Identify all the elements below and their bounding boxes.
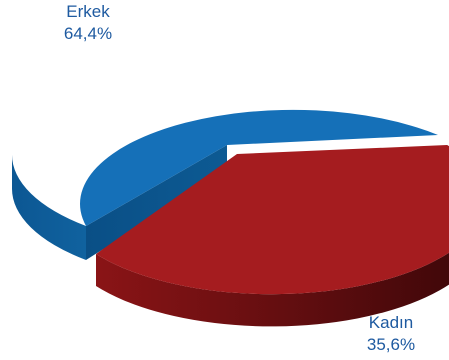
label-kadin-value: 35,6% [367, 335, 415, 354]
label-erkek-value: 64,4% [64, 24, 112, 43]
pie-slice-kadin [96, 145, 449, 327]
pie-slice-erkek [11, 109, 439, 260]
kadin-slice-top [96, 145, 449, 295]
erkek-slice-top [80, 109, 439, 226]
label-kadin: Kadın 35,6% [367, 313, 415, 354]
erkek-slice-side [11, 154, 86, 260]
erkek-slice-inner-wall [86, 145, 227, 260]
label-erkek: Erkek 64,4% [64, 2, 112, 43]
label-kadin-name: Kadın [369, 313, 413, 332]
label-erkek-name: Erkek [66, 2, 110, 21]
